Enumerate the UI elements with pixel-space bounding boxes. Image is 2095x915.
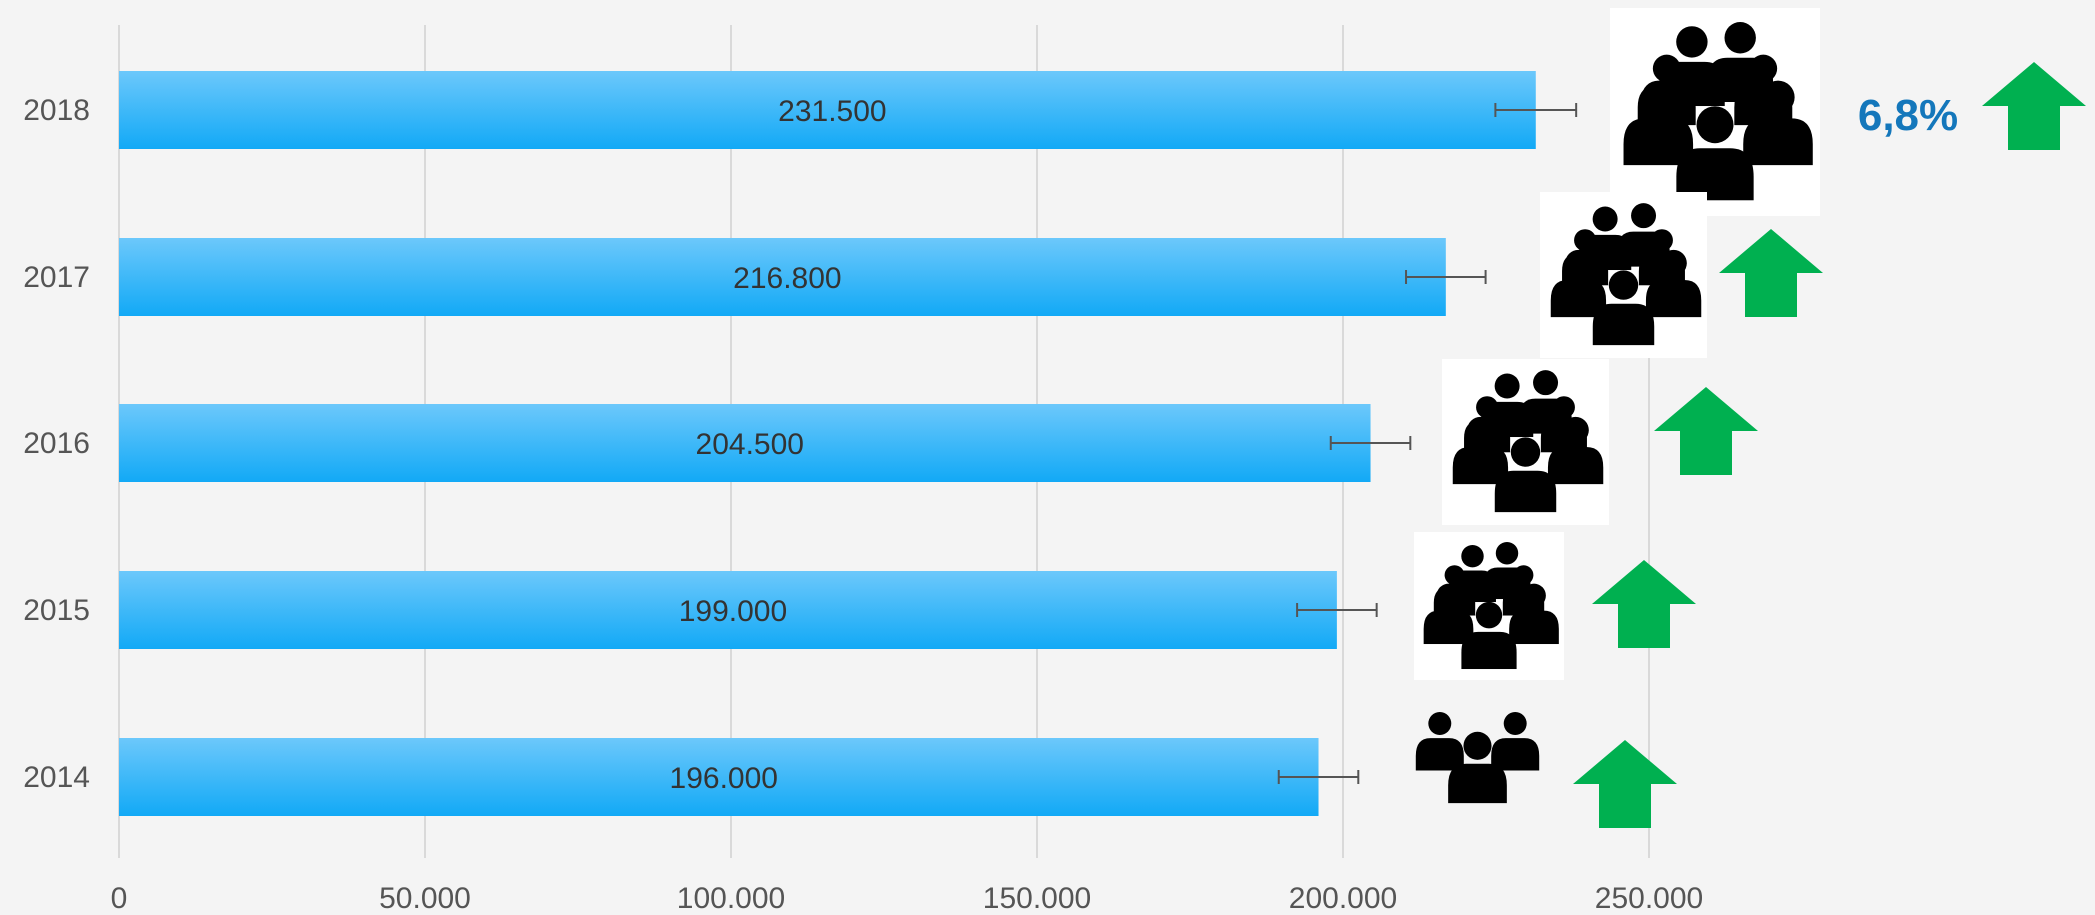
up-arrow-icon bbox=[1654, 387, 1758, 475]
data-label: 216.800 bbox=[733, 262, 841, 295]
x-tick-label: 250.000 bbox=[1595, 882, 1703, 915]
error-bar bbox=[1405, 270, 1487, 284]
up-arrow-icon bbox=[1719, 229, 1823, 317]
people-group-icon bbox=[1540, 192, 1707, 358]
error-bar bbox=[1329, 436, 1412, 450]
x-tick-label: 50.000 bbox=[379, 882, 471, 915]
x-tick-label: 100.000 bbox=[677, 882, 785, 915]
bar bbox=[119, 238, 1446, 316]
x-tick-label: 150.000 bbox=[983, 882, 1091, 915]
up-arrow-icon bbox=[1592, 560, 1696, 648]
people-group-icon bbox=[1442, 359, 1609, 525]
people-group-icon bbox=[1414, 532, 1564, 680]
y-tick-label: 2016 bbox=[23, 427, 90, 460]
x-tick-label: 200.000 bbox=[1289, 882, 1397, 915]
y-tick-label: 2018 bbox=[23, 94, 90, 127]
people-group-icon bbox=[1415, 711, 1540, 804]
data-label: 231.500 bbox=[778, 95, 886, 128]
bars bbox=[119, 71, 1536, 816]
error-bars bbox=[1277, 103, 1578, 784]
labels: 0 50.000 100.000 150.000 200.000 250.000 2018 2… bbox=[23, 94, 1703, 915]
data-label: 199.000 bbox=[679, 595, 787, 628]
y-tick-label: 2014 bbox=[23, 761, 90, 794]
x-tick-label: 0 bbox=[111, 882, 128, 915]
error-bar bbox=[1277, 770, 1360, 784]
bar bbox=[119, 71, 1536, 149]
y-tick-label: 2015 bbox=[23, 594, 90, 627]
icons bbox=[1414, 8, 2086, 828]
bar bbox=[119, 404, 1371, 482]
data-label: 196.000 bbox=[670, 762, 778, 795]
up-arrow-icon bbox=[1982, 62, 2086, 150]
y-tick-label: 2017 bbox=[23, 261, 90, 294]
error-bar bbox=[1296, 603, 1378, 617]
up-arrow-icon bbox=[1573, 740, 1677, 828]
bar bbox=[119, 738, 1319, 816]
bar bbox=[119, 571, 1337, 649]
error-bar bbox=[1494, 103, 1578, 117]
people-group-icon bbox=[1610, 8, 1820, 216]
data-label: 204.500 bbox=[696, 428, 804, 461]
growth-percentage: 6,8% bbox=[1858, 91, 1958, 140]
